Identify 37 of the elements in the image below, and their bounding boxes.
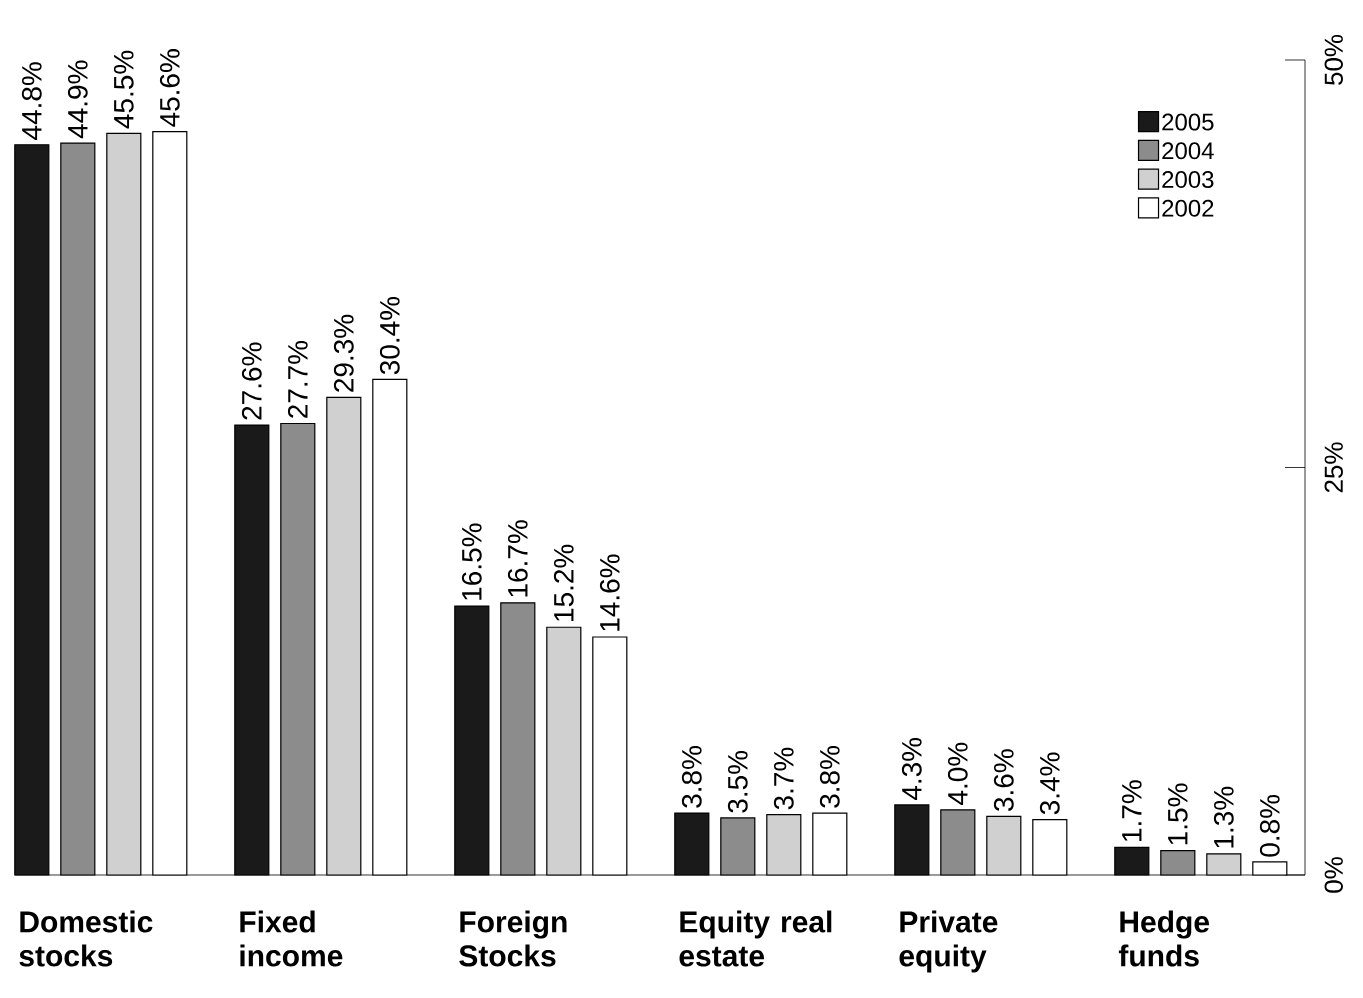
y-tick-label: 25% <box>1324 442 1343 493</box>
data-label: 3.4% <box>1039 752 1060 815</box>
legend-label: 2004 <box>1162 142 1214 160</box>
data-label: 3.8% <box>681 746 702 808</box>
data-label: 15.2% <box>553 544 574 621</box>
data-label: 3.7% <box>773 747 794 810</box>
data-label: 27.6% <box>241 342 262 420</box>
data-label: 29.3% <box>333 314 354 392</box>
x-tick-label: Hedge funds <box>1118 910 1210 967</box>
data-label: 44.9% <box>67 60 88 139</box>
x-tick-label: Equity real estate <box>679 910 832 967</box>
data-label: 45.5% <box>113 50 134 129</box>
legend-label: 2003 <box>1162 171 1214 189</box>
data-label: 4.3% <box>901 737 922 801</box>
data-label: 0.8% <box>1259 794 1280 857</box>
data-label: 4.0% <box>947 742 968 805</box>
data-label: 3.8% <box>819 746 840 808</box>
data-label: 1.7% <box>1122 780 1142 841</box>
data-label: 3.5% <box>727 750 748 813</box>
x-tick-label: Foreign Stocks <box>459 910 567 967</box>
data-label: 3.6% <box>993 749 1014 812</box>
legend-label: 2002 <box>1162 199 1214 217</box>
data-label: 14.6% <box>599 554 620 631</box>
y-tick-label: 0% <box>1324 857 1343 893</box>
data-label: 27.7% <box>287 340 308 418</box>
y-tick-label: 50% <box>1324 34 1343 85</box>
data-label: 1.3% <box>1213 786 1234 848</box>
data-label: 30.4% <box>379 296 400 375</box>
x-tick-label: Domestic stocks <box>19 910 153 967</box>
x-tick-label: Private equity <box>899 910 998 973</box>
data-label: 16.5% <box>461 523 482 600</box>
data-label: 16.7% <box>507 520 528 597</box>
x-tick-label: Fixed income <box>240 910 343 967</box>
data-label: 44.8% <box>21 62 42 140</box>
data-label: 1.5% <box>1167 783 1188 845</box>
legend-label: 2005 <box>1162 113 1214 131</box>
data-label: 45.6% <box>159 49 180 127</box>
